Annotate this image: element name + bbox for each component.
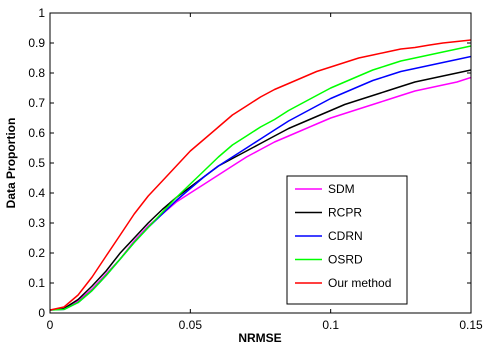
series-line-rcpr xyxy=(50,69,471,311)
y-tick-label: 0.3 xyxy=(28,216,45,230)
y-tick-label: 0.7 xyxy=(28,96,45,110)
series-line-our-method xyxy=(50,39,471,311)
x-tick-label: 0.15 xyxy=(459,318,483,332)
tick-layer: 0 0.05 0.1 0.15 0 0.1 0.2 0.3 0.4 0.5 0.6 0.7 0.8 0.9… xyxy=(28,6,483,332)
legend-label-cdrn: CDRN xyxy=(328,229,363,243)
y-axis-title: Data Proportion xyxy=(4,118,18,209)
y-tick-label: 0.4 xyxy=(28,186,45,200)
y-tick-label: 0.1 xyxy=(28,276,45,290)
legend-label-sdm: SDM xyxy=(328,182,355,196)
legend-label-osrd: OSRD xyxy=(328,253,363,267)
y-tick-label: 0.9 xyxy=(28,36,45,50)
legend-label-rcpr: RCPR xyxy=(328,206,362,220)
x-tick-label: 0 xyxy=(47,318,54,332)
legend-label-our-method: Our method xyxy=(328,276,391,290)
x-tick-label: 0.05 xyxy=(179,318,203,332)
y-tick-label: 0.2 xyxy=(28,246,45,260)
x-tick-label: 0.1 xyxy=(322,318,339,332)
y-tick-label: 1 xyxy=(38,6,45,20)
legend-items: SDM RCPR CDRN OSRD Our method xyxy=(295,182,391,290)
y-tick-label: 0.5 xyxy=(28,156,45,170)
series-line-osrd xyxy=(50,45,471,311)
x-axis-title: NRMSE xyxy=(238,331,281,345)
legend: SDM RCPR CDRN OSRD Our method xyxy=(286,175,408,305)
y-tick-label: 0 xyxy=(38,306,45,320)
y-tick-label: 0.6 xyxy=(28,126,45,140)
series-layer xyxy=(50,39,471,311)
y-tick-label: 0.8 xyxy=(28,66,45,80)
